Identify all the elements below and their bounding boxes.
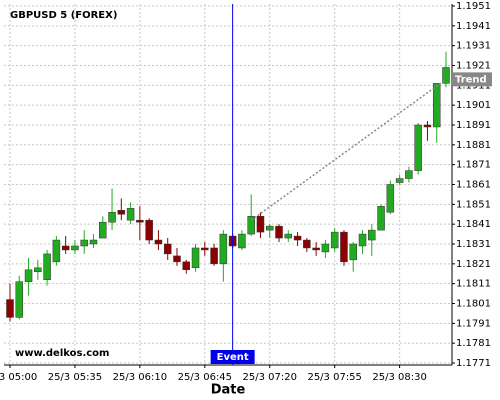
candle-body bbox=[330, 231, 339, 249]
y-tick-label: 1.1851 bbox=[456, 199, 491, 210]
candle-body bbox=[275, 225, 283, 239]
y-tick-label: 1.1771 bbox=[456, 358, 491, 369]
candle-body bbox=[405, 170, 413, 179]
watermark: www.delkos.com bbox=[15, 348, 109, 359]
trend-line bbox=[250, 78, 447, 221]
candle-body bbox=[163, 243, 172, 255]
candle-body bbox=[256, 215, 265, 233]
candle-body bbox=[99, 221, 107, 239]
candle-body bbox=[265, 225, 274, 231]
candle-body bbox=[303, 239, 311, 249]
candle-body bbox=[71, 245, 79, 251]
x-tick-label: 25/3 05:35 bbox=[48, 372, 102, 383]
candle-body bbox=[395, 178, 404, 183]
candle-body bbox=[414, 124, 422, 171]
x-tick-label: 25/3 08:30 bbox=[372, 372, 426, 383]
x-axis-label: Date bbox=[211, 383, 246, 398]
candle-body bbox=[201, 247, 209, 251]
candle-body bbox=[154, 239, 163, 245]
candle-body bbox=[61, 245, 70, 251]
candle-body bbox=[386, 184, 395, 213]
candle-body bbox=[182, 261, 191, 271]
y-tick-label: 1.1781 bbox=[456, 338, 491, 349]
candle-body bbox=[117, 210, 126, 215]
event-label-box bbox=[210, 350, 255, 364]
y-tick-label: 1.1831 bbox=[456, 239, 491, 250]
candle-body bbox=[312, 247, 320, 251]
y-tick-label: 1.1801 bbox=[456, 299, 491, 310]
y-tick-label: 1.1791 bbox=[456, 318, 491, 329]
event-label: Event bbox=[217, 352, 249, 363]
x-tick-label: 25/3 07:55 bbox=[307, 372, 361, 383]
candle-body bbox=[15, 281, 24, 318]
x-tick-label: 25/3 05:00 bbox=[0, 372, 37, 383]
candle-body bbox=[210, 247, 218, 265]
y-tick-label: 1.1871 bbox=[456, 160, 491, 171]
trend-label-box bbox=[452, 72, 492, 87]
candle-body bbox=[432, 83, 441, 128]
candle-body bbox=[247, 215, 255, 235]
candle-body bbox=[219, 233, 228, 265]
candle-body bbox=[238, 233, 246, 249]
y-tick-label: 1.1941 bbox=[456, 21, 491, 32]
candle-body bbox=[321, 243, 330, 253]
y-tick-label: 1.1951 bbox=[456, 1, 491, 12]
candle-body bbox=[442, 67, 450, 84]
candle-body bbox=[173, 255, 181, 263]
candle-body bbox=[358, 233, 367, 247]
y-tick-label: 1.1921 bbox=[456, 60, 491, 71]
candle-body bbox=[80, 239, 88, 247]
x-tick-label: 25/3 07:20 bbox=[243, 372, 297, 383]
candle-body bbox=[191, 247, 200, 269]
y-tick-label: 1.1881 bbox=[456, 140, 491, 151]
y-tick-label: 1.1891 bbox=[456, 120, 491, 131]
candle-body bbox=[284, 233, 293, 239]
y-tick-label: 1.1901 bbox=[456, 100, 491, 111]
candle-body bbox=[126, 208, 135, 221]
trend-label: Trend bbox=[455, 74, 487, 85]
y-tick-label: 1.1931 bbox=[456, 41, 491, 52]
y-tick-label: 1.1861 bbox=[456, 180, 491, 191]
candle-body bbox=[340, 231, 348, 263]
candle-body bbox=[377, 206, 385, 231]
y-tick-label: 1.1841 bbox=[456, 219, 491, 230]
candle-body bbox=[43, 253, 51, 280]
candle-body bbox=[349, 243, 357, 261]
candle-body bbox=[24, 269, 33, 282]
candle-body bbox=[136, 219, 144, 223]
y-tick-label: 1.1811 bbox=[456, 279, 491, 290]
candle-body bbox=[89, 239, 98, 245]
candle-body bbox=[423, 124, 432, 128]
candle-body bbox=[6, 299, 14, 318]
candle-body bbox=[34, 267, 42, 273]
candle-body bbox=[368, 229, 376, 241]
candle-body bbox=[145, 219, 153, 241]
x-tick-label: 25/3 06:45 bbox=[178, 372, 232, 383]
candle-body bbox=[108, 212, 116, 223]
candle-body bbox=[293, 235, 302, 241]
chart-title: GBPUSD 5 (FOREX) bbox=[10, 10, 117, 21]
x-tick-label: 25/3 06:10 bbox=[113, 372, 167, 383]
y-tick-label: 1.1821 bbox=[456, 259, 491, 270]
candle-body bbox=[52, 239, 61, 263]
